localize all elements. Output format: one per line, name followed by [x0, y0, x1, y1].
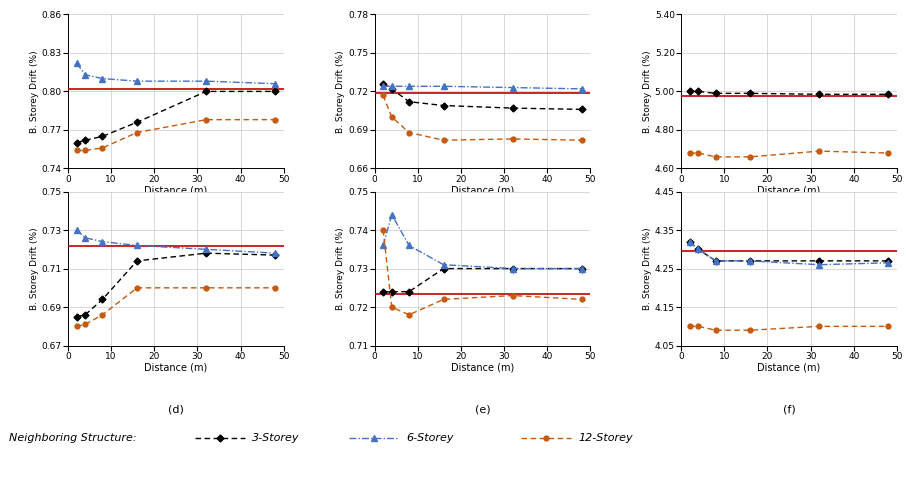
Y-axis label: B. Storey Drift (%): B. Storey Drift (%) — [30, 50, 39, 133]
Text: 3-Storey: 3-Storey — [252, 433, 299, 443]
Text: (e): (e) — [475, 404, 490, 414]
Text: Neighboring Structure:: Neighboring Structure: — [9, 433, 137, 443]
X-axis label: Distance (m): Distance (m) — [451, 362, 514, 372]
Y-axis label: B. Storey Drift (%): B. Storey Drift (%) — [336, 227, 345, 310]
Y-axis label: B. Storey Drift (%): B. Storey Drift (%) — [643, 50, 652, 133]
Text: (f): (f) — [783, 404, 795, 414]
Text: (c): (c) — [782, 227, 796, 237]
Text: 12-Storey: 12-Storey — [578, 433, 632, 443]
Text: 6-Storey: 6-Storey — [406, 433, 453, 443]
Y-axis label: B. Storey Drift (%): B. Storey Drift (%) — [643, 227, 652, 310]
X-axis label: Distance (m): Distance (m) — [144, 185, 207, 195]
Y-axis label: B. Storey Drift (%): B. Storey Drift (%) — [336, 50, 345, 133]
Text: (b): (b) — [475, 227, 490, 237]
X-axis label: Distance (m): Distance (m) — [144, 362, 207, 372]
Text: (d): (d) — [168, 404, 184, 414]
X-axis label: Distance (m): Distance (m) — [757, 185, 821, 195]
Text: (a): (a) — [169, 227, 184, 237]
Y-axis label: B. Storey Drift (%): B. Storey Drift (%) — [30, 227, 39, 310]
X-axis label: Distance (m): Distance (m) — [451, 185, 514, 195]
X-axis label: Distance (m): Distance (m) — [757, 362, 821, 372]
